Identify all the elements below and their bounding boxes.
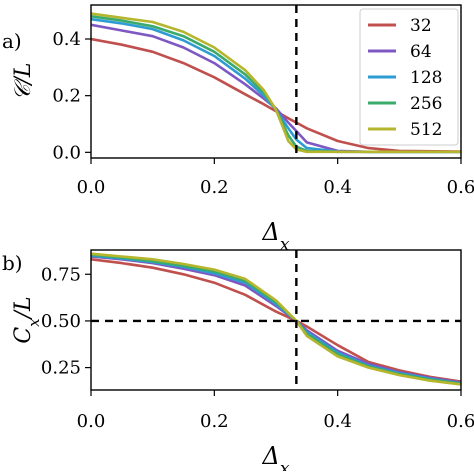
series-line-512 — [91, 252, 461, 386]
y-tick-label: 0.0 — [52, 142, 81, 163]
y-axis-label-text: Cx/L — [11, 296, 43, 343]
series-line-64 — [91, 255, 461, 384]
series-group — [91, 252, 461, 386]
x-tick-label: 0.0 — [77, 411, 106, 432]
legend-label-32: 32 — [410, 16, 432, 36]
series-line-256 — [91, 253, 461, 385]
x-axis-label-text: Δx — [262, 442, 290, 471]
panel-b: 0.0 0.2 0.4 0.6 0.25 0.50 0.75 b) — [2, 249, 474, 432]
series-line-32 — [91, 258, 461, 383]
x-axis-label-text: Δx — [262, 218, 290, 255]
y-tick-label: 0.25 — [41, 358, 81, 379]
x-tick-label: 0.6 — [447, 411, 474, 432]
x-axis-label: Δx — [262, 442, 290, 476]
y-tick-label: 0.4 — [52, 29, 81, 50]
legend: 32 64 128 256 512 — [359, 8, 459, 146]
axes-frame — [90, 249, 462, 391]
series-line-512 — [91, 12, 461, 154]
axes-frame — [90, 4, 462, 159]
y-axis-label: 𝒞/L — [11, 62, 36, 100]
panel-label: b) — [2, 251, 23, 275]
x-tick-label: 0.2 — [200, 177, 229, 198]
panel-label: a) — [2, 29, 22, 53]
series-line-128 — [91, 254, 461, 385]
x-tick-label: 0.4 — [323, 411, 352, 432]
legend-label-64: 64 — [410, 42, 432, 62]
legend-frame — [359, 8, 459, 146]
y-axis-label-text: 𝒞/L — [11, 62, 36, 100]
x-tick-label: 0.0 — [77, 177, 106, 198]
legend-label-512: 512 — [410, 120, 442, 140]
x-tick-label: 0.4 — [323, 177, 352, 198]
x-tick-label: 0.6 — [447, 177, 474, 198]
x-tick-label: 0.2 — [200, 411, 229, 432]
legend-label-256: 256 — [410, 94, 442, 114]
y-tick-label: 0.50 — [41, 311, 81, 332]
panel-a: 0.0 0.2 0.4 0.6 0.0 0.2 0.4 a) 32 64 128 256 512 — [2, 4, 474, 198]
x-axis-label: Δx — [262, 218, 290, 255]
series-group — [91, 12, 461, 154]
legend-label-128: 128 — [410, 68, 442, 88]
y-axis-label: Cx/L — [11, 296, 43, 343]
y-tick-label: 0.2 — [52, 86, 81, 107]
y-tick-label: 0.75 — [41, 264, 81, 285]
